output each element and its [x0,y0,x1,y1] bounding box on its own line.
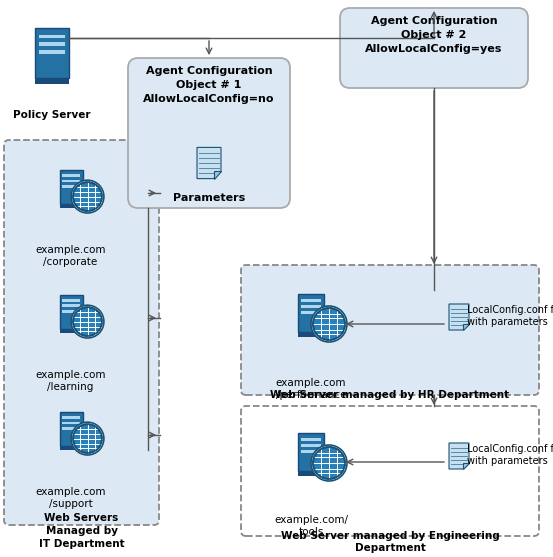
Bar [62,179,80,182]
Bar [62,427,80,429]
Bar [35,77,69,84]
Text: Agent Configuration
Object # 1
AllowLocalConfig=no: Agent Configuration Object # 1 AllowLoca… [143,66,275,104]
Bar [62,174,80,177]
FancyBboxPatch shape [4,140,159,525]
Polygon shape [463,324,469,330]
Text: Web Server managed by HR Department: Web Server managed by HR Department [270,390,509,400]
Bar [60,295,83,329]
FancyBboxPatch shape [241,406,539,536]
Bar [60,204,83,208]
FancyBboxPatch shape [241,265,539,395]
Bar [39,50,65,54]
Bar [298,471,324,476]
Text: Web Servers
Managed by
IT Department: Web Servers Managed by IT Department [39,513,124,549]
Polygon shape [463,463,469,469]
Circle shape [313,447,345,479]
Polygon shape [449,443,469,469]
Polygon shape [197,148,221,179]
Text: example.com
/corporate: example.com /corporate [35,245,106,267]
Bar [301,311,321,314]
Text: example.com/
tools: example.com/ tools [274,515,348,536]
Bar [298,294,324,332]
Bar [62,305,80,307]
Bar [62,416,80,419]
Bar [60,169,83,204]
Text: Web Server managed by Engineering
Department: Web Server managed by Engineering Depart… [280,531,499,554]
Circle shape [73,307,102,336]
FancyBboxPatch shape [128,58,290,208]
Text: Parameters: Parameters [173,193,245,203]
Circle shape [313,308,345,340]
Bar [39,35,65,38]
Polygon shape [214,172,221,179]
Bar [301,299,321,302]
Bar [301,438,321,441]
Bar [39,42,65,46]
Bar [62,299,80,302]
Circle shape [71,422,104,455]
Bar [35,28,69,77]
Bar [301,444,321,447]
Text: example.com
/performance: example.com /performance [276,378,346,399]
Circle shape [71,180,104,213]
Circle shape [73,424,102,453]
Text: Agent Configuration
Object # 2
AllowLocalConfig=yes: Agent Configuration Object # 2 AllowLoca… [366,16,503,54]
Polygon shape [449,304,469,330]
Bar [301,450,321,453]
Text: LocalConfig.conf file
with parameters: LocalConfig.conf file with parameters [467,305,553,328]
Bar [62,310,80,312]
Bar [60,329,83,333]
Circle shape [311,306,347,342]
Bar [60,446,83,450]
Circle shape [71,305,104,338]
Bar [298,332,324,337]
Bar [301,305,321,308]
Text: example.com
/support: example.com /support [35,487,106,509]
FancyBboxPatch shape [340,8,528,88]
Text: example.com
/learning: example.com /learning [35,370,106,392]
Text: Policy Server: Policy Server [13,110,91,120]
Text: LocalConfig.conf file
with parameters: LocalConfig.conf file with parameters [467,444,553,466]
Circle shape [311,445,347,481]
Bar [62,185,80,188]
Bar [60,412,83,446]
Bar [298,433,324,471]
Circle shape [73,182,102,211]
Bar [62,422,80,424]
